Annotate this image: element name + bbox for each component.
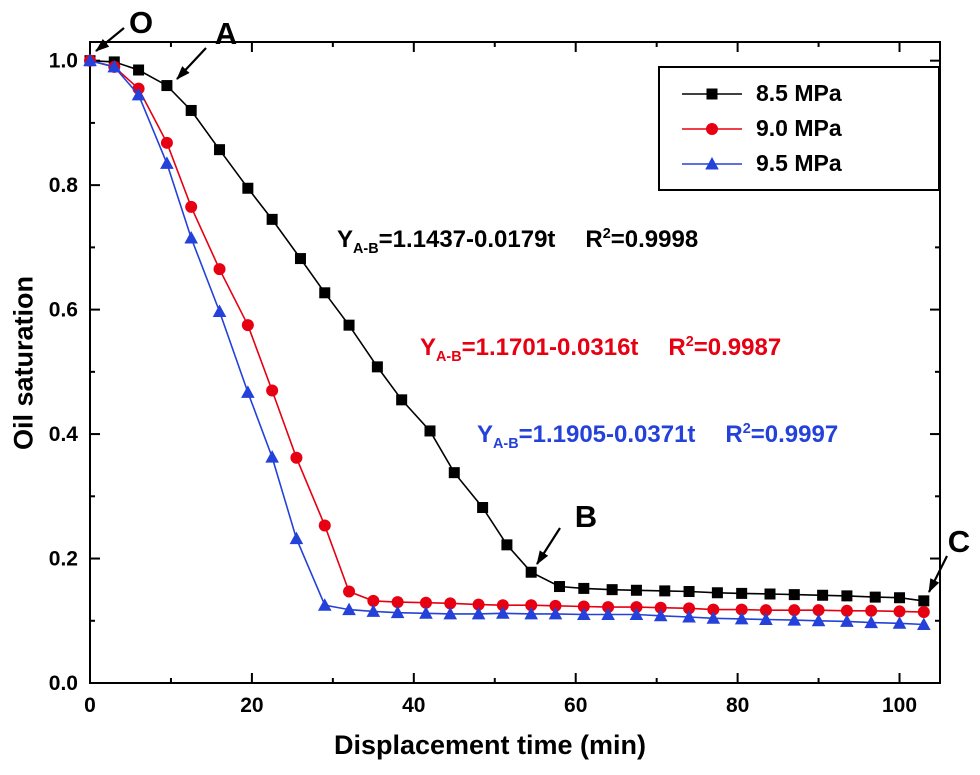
svg-text:1.0: 1.0: [49, 50, 78, 73]
eq-r: R: [585, 226, 603, 253]
svg-text:60: 60: [564, 694, 587, 717]
x-axis-title: Displacement time (min): [333, 730, 647, 760]
eq-rhs: =1.1701-0.0316t: [461, 334, 639, 361]
eq-lhs: Y: [477, 421, 494, 448]
y-axis-title: Oil saturation: [8, 275, 39, 450]
eq-sub: A-B: [436, 348, 462, 365]
svg-text:B: B: [575, 499, 597, 534]
regression-equation-9-0mpa: YA-B=1.1701-0.0316t R2=0.9987: [420, 334, 781, 365]
square-marker-icon: [680, 84, 744, 104]
eq-sub: A-B: [353, 240, 379, 257]
series-9.0-mpa: [84, 54, 930, 619]
svg-text:0.0: 0.0: [49, 672, 78, 695]
svg-text:100: 100: [882, 694, 917, 717]
svg-text:40: 40: [402, 694, 425, 717]
eq-rsup: 2: [685, 334, 694, 350]
svg-text:0.4: 0.4: [49, 423, 79, 446]
eq-rval: =0.9998: [610, 226, 699, 253]
series-9.5-mpa: [83, 53, 931, 631]
eq-rhs: =1.1905-0.0371t: [518, 421, 696, 448]
eq-rsup: 2: [742, 421, 751, 437]
legend-label: 9.0 MPa: [756, 115, 842, 141]
legend: 8.5 MPa 9.0 MPa 9.5 MPa: [658, 66, 940, 191]
eq-r: R: [668, 334, 686, 361]
svg-text:0.6: 0.6: [49, 299, 78, 322]
svg-text:A: A: [215, 16, 237, 51]
series-8.5-mpa: [84, 55, 930, 607]
svg-text:0: 0: [84, 694, 96, 717]
eq-lhs: Y: [420, 334, 437, 361]
svg-text:0.2: 0.2: [49, 548, 78, 571]
regression-equation-9-5mpa: YA-B=1.1905-0.0371t R2=0.9997: [477, 421, 838, 452]
eq-rsup: 2: [602, 226, 611, 242]
eq-rval: =0.9987: [693, 334, 782, 361]
svg-text:O: O: [129, 5, 153, 40]
eq-sub: A-B: [493, 435, 519, 452]
eq-r: R: [725, 421, 743, 448]
eq-rhs: =1.1437-0.0179t: [378, 226, 556, 253]
eq-rval: =0.9997: [750, 421, 839, 448]
circle-marker-icon: [680, 119, 744, 139]
eq-lhs: Y: [337, 226, 354, 253]
svg-text:C: C: [948, 524, 970, 559]
legend-label: 8.5 MPa: [756, 80, 842, 106]
legend-item-9-5mpa: 9.5 MPa: [680, 146, 938, 181]
legend-label: 9.5 MPa: [756, 150, 842, 176]
svg-text:0.8: 0.8: [49, 174, 79, 197]
svg-text:20: 20: [240, 694, 263, 717]
legend-item-9-0mpa: 9.0 MPa: [680, 111, 938, 146]
regression-equation-8-5mpa: YA-B=1.1437-0.0179t R2=0.9998: [337, 226, 698, 257]
legend-item-8-5mpa: 8.5 MPa: [680, 76, 938, 111]
triangle-marker-icon: [680, 154, 744, 174]
svg-text:80: 80: [726, 694, 749, 717]
